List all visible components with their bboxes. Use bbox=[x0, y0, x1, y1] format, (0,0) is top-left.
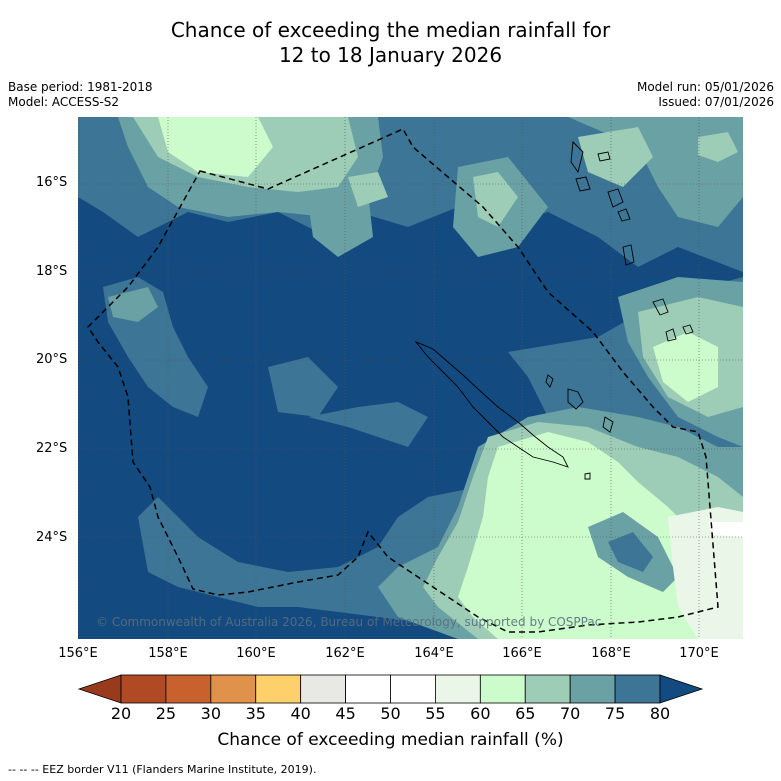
copyright-notice: © Commonwealth of Australia 2026, Bureau… bbox=[96, 615, 602, 629]
lat-label-18s: 18°S bbox=[36, 264, 68, 279]
lon-label-170e: 170°E bbox=[679, 646, 719, 661]
colorbar-tick-label: 40 bbox=[290, 704, 311, 723]
meta-right: Model run: 05/01/2026 Issued: 07/01/2026 bbox=[637, 80, 774, 110]
coastlines bbox=[414, 141, 694, 480]
colorbar-swatch bbox=[524, 674, 571, 704]
colorbar-swatch bbox=[479, 674, 526, 704]
lon-label-164e: 164°E bbox=[414, 646, 454, 661]
colorbar-tick-label: 45 bbox=[335, 704, 356, 723]
colorbar-tick-label: 30 bbox=[200, 704, 221, 723]
title-line-2: 12 to 18 January 2026 bbox=[278, 43, 503, 67]
colorbar-swatch bbox=[390, 674, 436, 704]
lon-label-156e: 156°E bbox=[58, 646, 98, 661]
band-45-55 bbox=[708, 522, 743, 537]
colorbar-title: Chance of exceeding median rainfall (%) bbox=[217, 730, 564, 750]
colorbar-tick-label: 35 bbox=[245, 704, 266, 723]
colorbar-tick-label: 20 bbox=[110, 704, 132, 723]
rainfall-map bbox=[78, 117, 743, 639]
eez-border bbox=[87, 128, 719, 633]
colorbar-tick-label: 80 bbox=[649, 704, 671, 723]
colorbar-swatch bbox=[255, 674, 302, 704]
colorbar-tick-label: 70 bbox=[559, 704, 581, 723]
colorbar-tick-label: 55 bbox=[425, 704, 446, 723]
colorbar-tick-label: 25 bbox=[155, 704, 177, 723]
patch-70-75 bbox=[608, 532, 653, 572]
colorbar-swatch bbox=[120, 674, 167, 704]
title-line-1: Chance of exceeding the median rainfall … bbox=[170, 18, 611, 42]
colorbar bbox=[77, 674, 704, 704]
model-name: Model: ACCESS-S2 bbox=[8, 95, 120, 109]
eez-footnote: -- -- -- EEZ border V11 (Flanders Marine… bbox=[8, 763, 317, 776]
map-panel: © Commonwealth of Australia 2026, Bureau… bbox=[78, 117, 743, 639]
lon-label-158e: 158°E bbox=[148, 646, 188, 661]
colorbar-tick-label: 65 bbox=[515, 704, 536, 723]
model-run: Model run: 05/01/2026 bbox=[636, 80, 774, 94]
band-50-55 bbox=[668, 507, 743, 639]
colorbar-swatch bbox=[345, 674, 391, 704]
lon-label-162e: 162°E bbox=[325, 646, 365, 661]
lon-label-166e: 166°E bbox=[502, 646, 542, 661]
map-title: Chance of exceeding the median rainfall … bbox=[0, 18, 781, 68]
lat-label-20s: 20°S bbox=[36, 352, 68, 367]
lon-label-160e: 160°E bbox=[236, 646, 276, 661]
colorbar-tick-label: 75 bbox=[604, 704, 626, 723]
lat-label-24s: 24°S bbox=[36, 530, 68, 545]
colorbar-swatch bbox=[435, 674, 481, 704]
colorbar-swatch bbox=[300, 674, 346, 704]
issued-date: Issued: 07/01/2026 bbox=[658, 95, 774, 109]
colorbar-below-arrow bbox=[77, 674, 122, 704]
lat-label-16s: 16°S bbox=[36, 175, 68, 190]
colorbar-swatch bbox=[614, 674, 661, 704]
base-period: Base period: 1981-2018 bbox=[8, 80, 153, 94]
graticule bbox=[78, 117, 743, 639]
meta-left: Base period: 1981-2018 Model: ACCESS-S2 bbox=[8, 80, 153, 110]
colorbar-swatch bbox=[165, 674, 212, 704]
colorbar-swatches bbox=[120, 674, 661, 704]
colorbar-tick-label: 50 bbox=[380, 704, 401, 723]
colorbar-above-arrow bbox=[659, 674, 704, 704]
colorbar-tick-label: 60 bbox=[470, 704, 491, 723]
colorbar-swatch bbox=[569, 674, 616, 704]
lon-label-168e: 168°E bbox=[591, 646, 631, 661]
lat-label-22s: 22°S bbox=[36, 441, 68, 456]
colorbar-swatch bbox=[210, 674, 257, 704]
